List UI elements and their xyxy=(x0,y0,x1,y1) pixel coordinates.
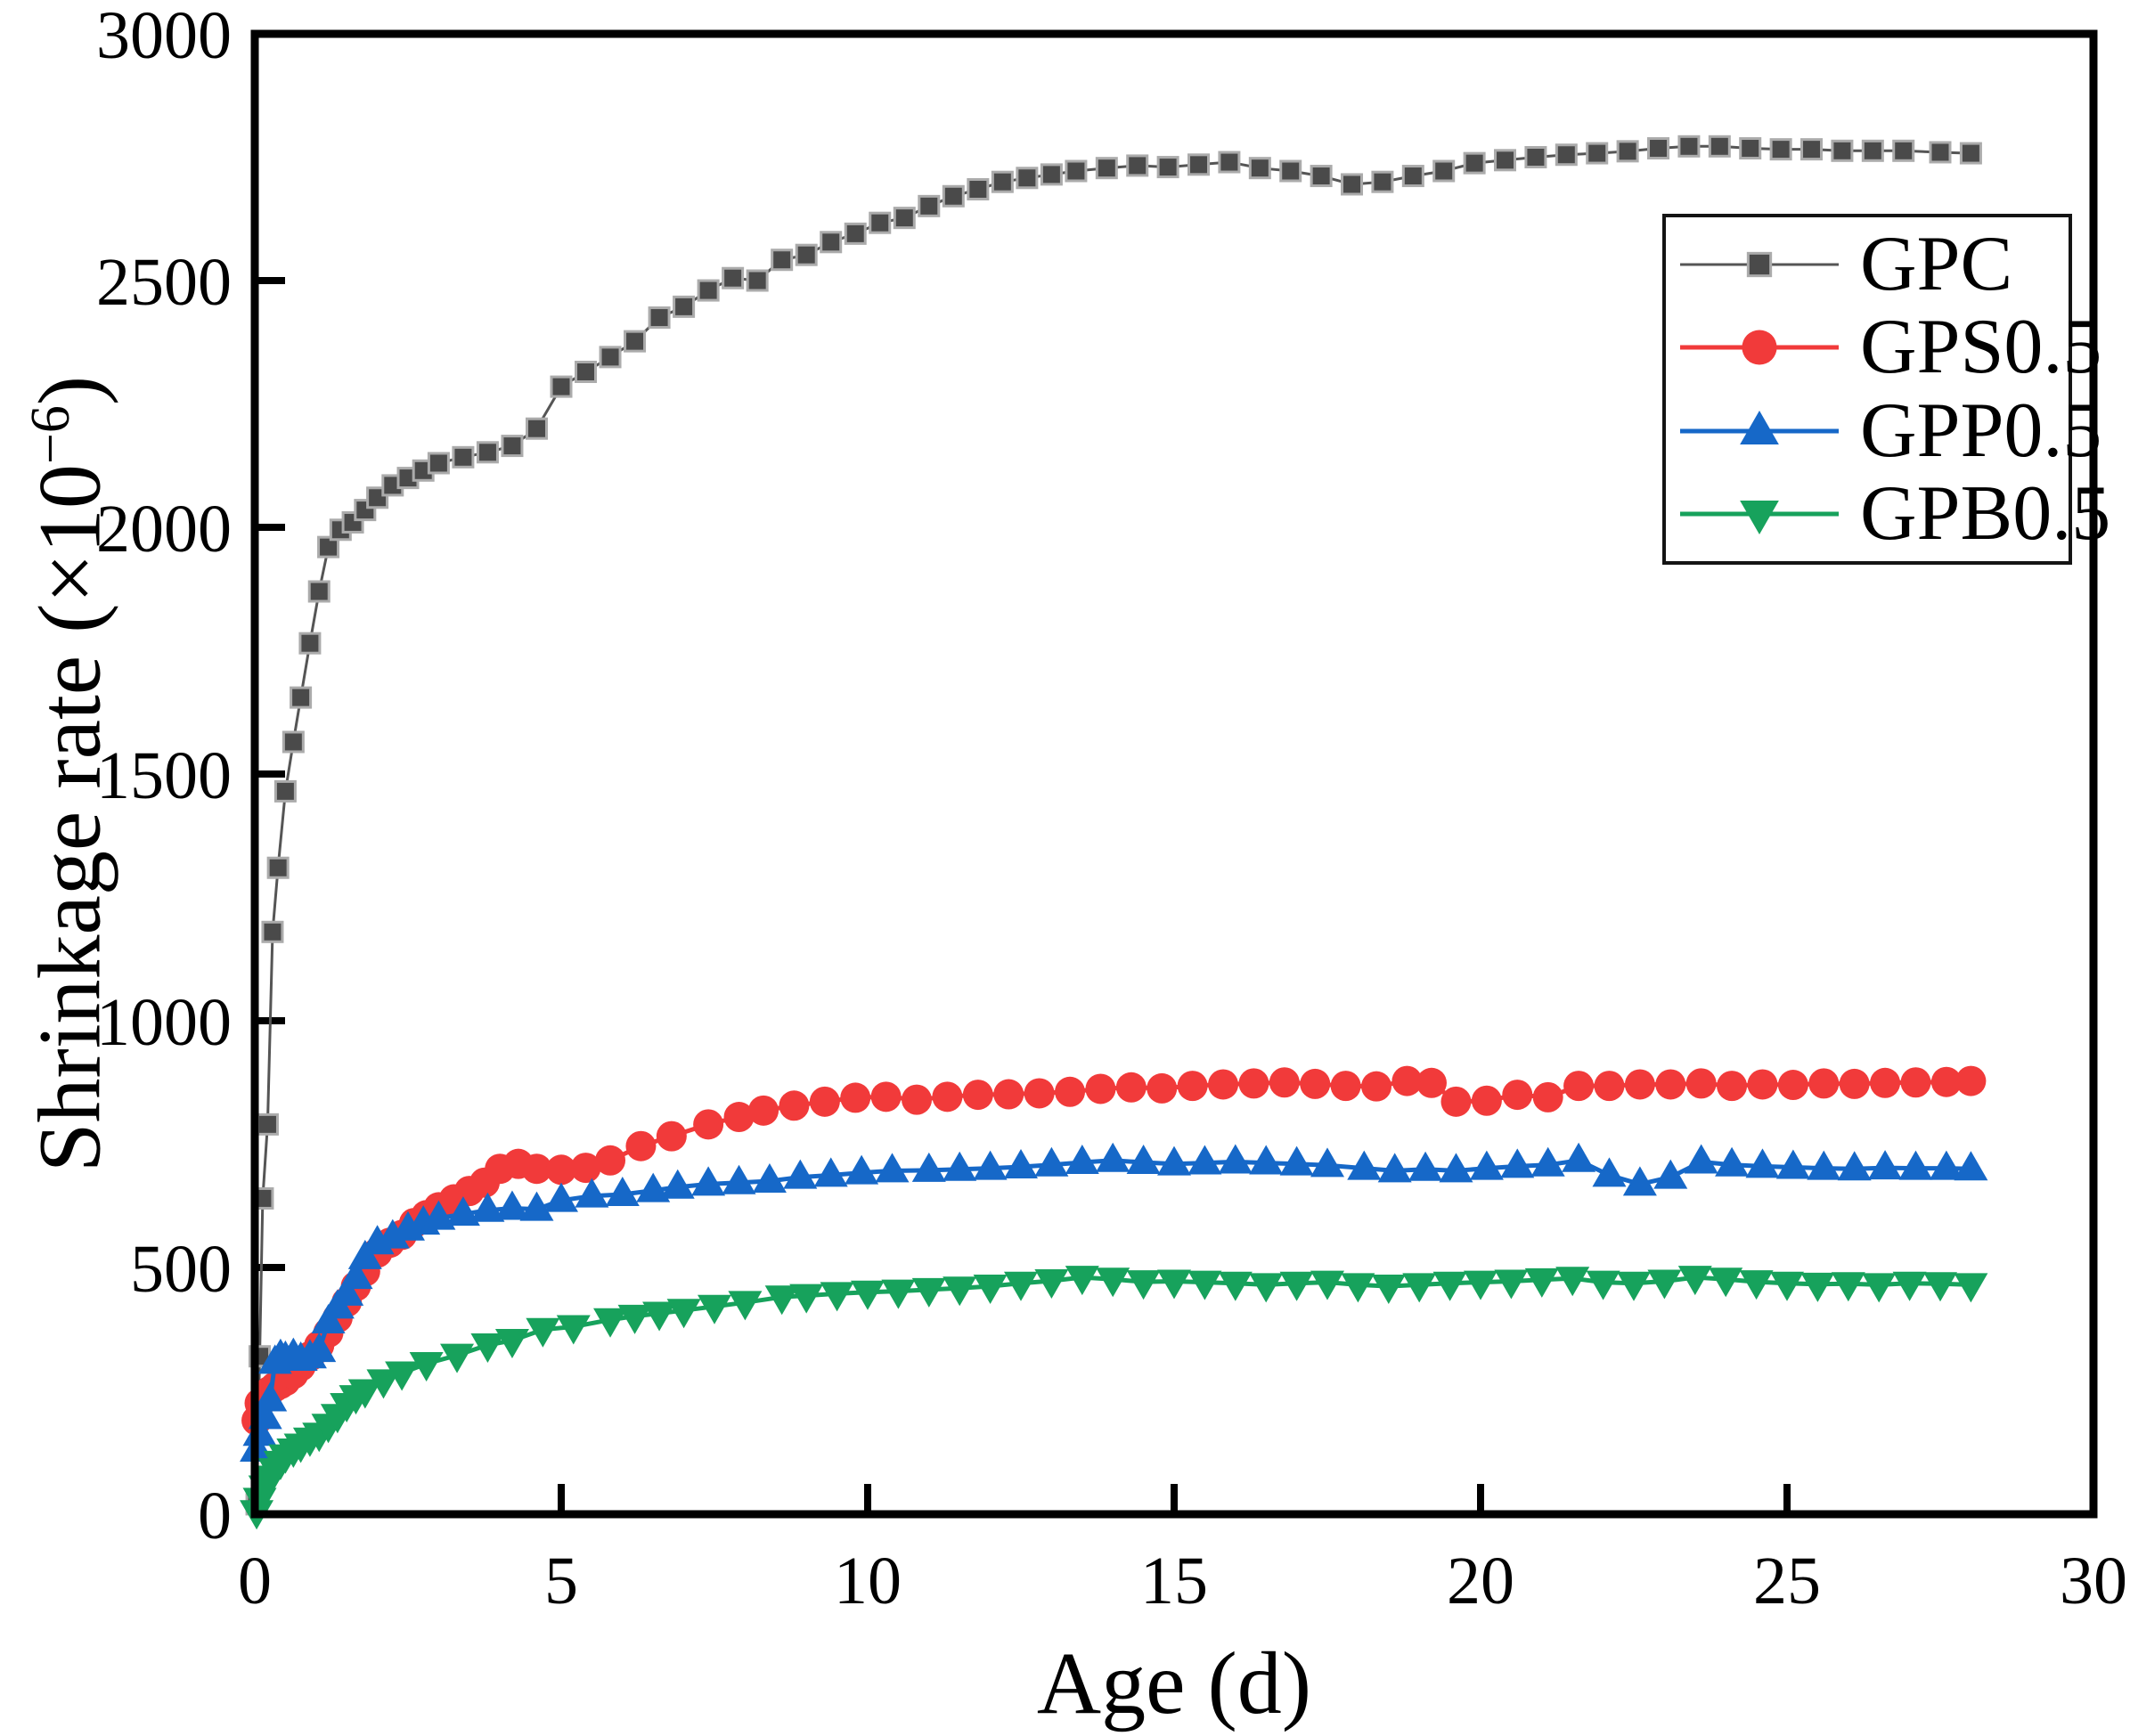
series-line xyxy=(254,1275,1971,1512)
series-gpb05 xyxy=(240,1266,1988,1530)
y-tick-label: 3000 xyxy=(96,0,232,73)
plot-frame xyxy=(250,29,2098,1519)
legend-item-gps05: GPS0.5 xyxy=(1675,306,2101,388)
y-axis-title: Shrinkage rate (×10−6) xyxy=(19,376,121,1172)
series-markers xyxy=(245,134,1982,1516)
legend-label-gpc: GPC xyxy=(1860,220,2013,307)
x-tick-label: 15 xyxy=(1140,1544,1208,1618)
y-tick-label: 2000 xyxy=(96,492,232,566)
x-axis-title: Age (d) xyxy=(1036,1634,1312,1732)
legend-label-gpp05: GPP0.5 xyxy=(1860,387,2102,474)
series-gps05 xyxy=(241,1065,1987,1436)
y-axis-title-close: ) xyxy=(20,375,119,406)
x-tick-label: 20 xyxy=(1447,1544,1514,1618)
y-axis-title-exponent: −6 xyxy=(20,405,82,465)
legend-item-gpp05: GPP0.5 xyxy=(1675,390,2101,472)
x-tick-label: 25 xyxy=(1753,1544,1821,1618)
legend-marker-circle-icon xyxy=(1680,330,1839,365)
x-tick-label: 5 xyxy=(544,1544,578,1618)
y-tick-label: 500 xyxy=(130,1232,232,1307)
legend-marker-square-icon xyxy=(1680,251,1839,277)
legend-label-gps05: GPS0.5 xyxy=(1860,304,2102,391)
x-tick-label: 30 xyxy=(2060,1544,2127,1618)
legend-marker-triangle-up-icon xyxy=(1680,410,1839,444)
legend-item-gpc: GPC xyxy=(1675,224,2069,306)
legend-item-gpb05: GPB0.5 xyxy=(1675,473,2110,555)
series-gpc xyxy=(245,134,1982,1516)
y-tick-label: 0 xyxy=(198,1479,232,1553)
x-tick-label: 0 xyxy=(238,1544,272,1618)
series-markers xyxy=(240,1266,1988,1530)
x-axis: 0 5 10 15 20 25 30 xyxy=(238,1484,2127,1618)
series-markers xyxy=(240,1142,1988,1462)
series-line xyxy=(254,1079,1971,1422)
legend-label-gpb05: GPB0.5 xyxy=(1860,470,2111,558)
y-axis-title-text: Shrinkage rate (×10 xyxy=(20,464,119,1173)
y-tick-label: 1500 xyxy=(96,738,232,813)
y-tick-label: 1000 xyxy=(96,985,232,1060)
y-axis: 0 500 1000 1500 2000 2500 3000 xyxy=(96,0,285,1553)
series-markers xyxy=(241,1065,1987,1436)
legend: GPC GPS0.5 GPP0.5 GPB0.5 xyxy=(1662,214,2110,565)
y-tick-label: 2500 xyxy=(96,245,232,320)
legend-marker-triangle-down-icon xyxy=(1680,501,1839,535)
series-gpp05 xyxy=(240,1142,1988,1462)
x-tick-label: 10 xyxy=(834,1544,902,1618)
